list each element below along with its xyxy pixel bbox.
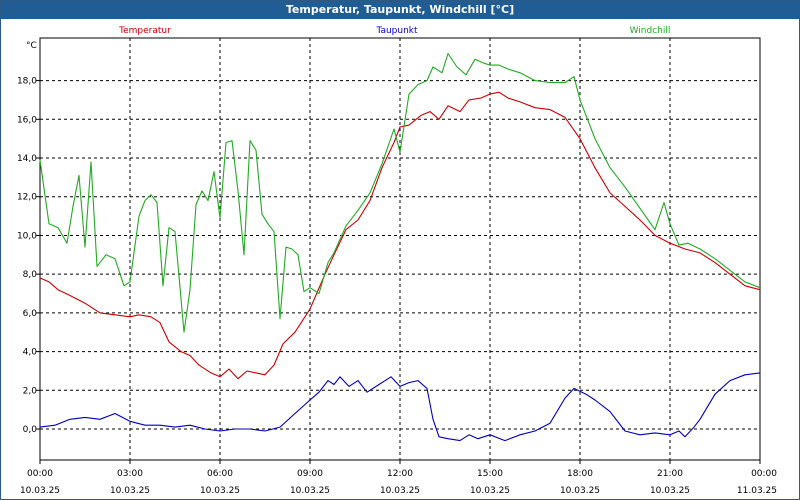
- x-tick-date-label: 10.03.25: [290, 486, 330, 496]
- y-tick-label: 2,0: [23, 386, 38, 396]
- series-line-windchill: [39, 52, 761, 333]
- y-tick-label: 14,0: [17, 154, 37, 164]
- x-tick-date-label: 10.03.25: [380, 486, 420, 496]
- x-tick-date-label: 10.03.25: [560, 486, 600, 496]
- legend-taupunkt: Taupunkt: [375, 26, 418, 36]
- legend-windchill: Windchill: [630, 26, 671, 36]
- y-tick-label: 18,0: [17, 77, 37, 87]
- x-tick-date-label: 10.03.25: [470, 486, 510, 496]
- y-tick-label: 12,0: [17, 193, 37, 203]
- y-tick-label: 0,0: [23, 425, 38, 435]
- grid: [36, 38, 761, 464]
- y-tick-label: 4,0: [23, 348, 38, 358]
- series-line-temperatur: [39, 91, 761, 380]
- window-title: Temperatur, Taupunkt, Windchill [°C]: [1, 1, 799, 19]
- x-tick-date-label: 11.03.25: [737, 486, 777, 496]
- y-tick-label: 10,0: [17, 231, 37, 241]
- tick-labels: 0,0 2,0 4,0 6,0 8,0 10,0 12,0 14,0 16,0 18,0 00:00…: [17, 77, 777, 496]
- x-tick-time-label: 00:00: [751, 469, 777, 479]
- legend-temperatur: Temperatur: [118, 26, 171, 36]
- x-tick-time-label: 12:00: [387, 469, 413, 479]
- x-tick-date-label: 10.03.25: [200, 486, 240, 496]
- x-tick-time-label: 15:00: [477, 469, 503, 479]
- y-tick-label: 16,0: [17, 115, 37, 125]
- x-tick-date-label: 10.03.25: [20, 486, 60, 496]
- x-tick-time-label: 09:00: [297, 469, 323, 479]
- x-tick-time-label: 00:00: [27, 469, 53, 479]
- x-tick-time-label: 06:00: [207, 469, 233, 479]
- x-tick-date-label: 10.03.25: [110, 486, 150, 496]
- series-lines: [39, 52, 761, 442]
- y-axis-label: °C: [26, 41, 37, 51]
- series-line-taupunkt: [39, 372, 761, 442]
- x-tick-time-label: 18:00: [567, 469, 593, 479]
- x-tick-time-label: 03:00: [117, 469, 143, 479]
- x-tick-time-label: 21:00: [657, 469, 683, 479]
- x-tick-date-label: 10.03.25: [650, 486, 690, 496]
- y-tick-label: 8,0: [23, 270, 38, 280]
- y-tick-label: 6,0: [23, 309, 38, 319]
